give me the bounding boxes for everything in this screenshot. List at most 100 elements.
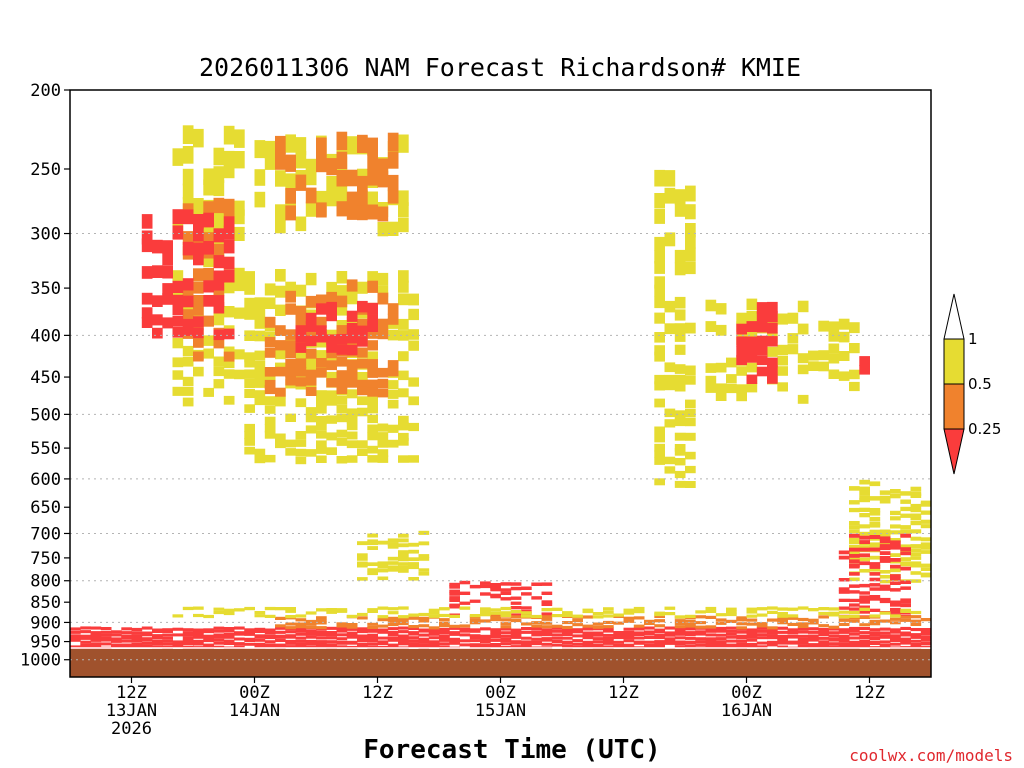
- ri-cell: [80, 630, 91, 634]
- ri-cell: [521, 614, 532, 618]
- ri-cell: [336, 271, 348, 284]
- ri-cell: [408, 377, 419, 387]
- ri-cell: [674, 470, 686, 479]
- ri-cell: [767, 336, 778, 347]
- ri-cell: [787, 614, 799, 618]
- ri-cell: [387, 151, 399, 169]
- ri-cell: [746, 374, 758, 384]
- ri-cell: [357, 372, 368, 382]
- ri-cell: [849, 584, 860, 588]
- ri-cell: [285, 413, 296, 422]
- ri-cell: [592, 643, 604, 647]
- ri-cell: [859, 600, 870, 604]
- ri-cell: [172, 270, 184, 283]
- ri-cell: [428, 611, 440, 615]
- ri-cell: [295, 629, 307, 633]
- x-tick-label: 16JAN: [721, 701, 772, 721]
- ri-cell: [746, 610, 758, 614]
- ri-cell: [418, 643, 430, 647]
- ri-cell: [223, 635, 235, 639]
- ri-cell: [418, 554, 430, 558]
- ri-cell: [193, 214, 204, 229]
- ri-cell: [387, 303, 399, 315]
- ri-cell: [890, 489, 901, 494]
- ri-cell: [275, 630, 286, 634]
- ri-cell: [285, 645, 296, 648]
- ri-cell: [377, 642, 389, 646]
- ri-cell: [357, 386, 368, 396]
- ri-cell: [613, 644, 624, 648]
- ri-cell: [510, 582, 522, 586]
- ri-cell: [223, 639, 235, 643]
- ri-cell: [203, 295, 214, 307]
- ri-cell: [418, 557, 430, 561]
- ri-cell: [316, 644, 327, 648]
- ri-cell: [818, 627, 829, 631]
- ri-cell: [654, 261, 665, 274]
- ri-cell: [510, 601, 522, 605]
- ri-cell: [418, 530, 430, 535]
- ri-cell: [141, 230, 153, 245]
- ri-cell: [182, 285, 194, 298]
- ri-cell: [398, 538, 409, 543]
- ri-cell: [910, 619, 922, 623]
- ri-cell: [387, 329, 399, 341]
- ri-cell: [890, 530, 901, 535]
- ri-cell: [654, 450, 665, 458]
- ri-cell: [305, 619, 317, 624]
- ri-cell: [767, 357, 778, 368]
- ri-cell: [377, 423, 389, 432]
- ri-cell: [398, 626, 409, 630]
- ri-cell: [603, 633, 614, 637]
- ri-cell: [900, 615, 911, 619]
- ri-cell: [654, 374, 665, 385]
- ri-cell: [756, 366, 768, 377]
- ri-cell: [398, 553, 409, 558]
- ri-cell: [500, 639, 512, 642]
- ri-cell: [408, 632, 419, 636]
- ri-cell: [633, 633, 645, 636]
- ri-cell: [398, 270, 409, 283]
- ri-cell: [387, 565, 399, 570]
- ri-cell: [111, 643, 122, 647]
- ri-cell: [172, 225, 184, 240]
- ri-cell: [869, 642, 881, 645]
- ri-cell: [685, 641, 696, 645]
- ri-cell: [367, 368, 378, 378]
- ri-cell: [879, 570, 891, 574]
- ri-cell: [367, 204, 378, 220]
- ri-cell: [920, 502, 932, 507]
- ri-cell: [920, 645, 932, 649]
- ri-cell: [285, 639, 296, 643]
- ri-cell: [193, 635, 204, 639]
- ri-cell: [336, 645, 348, 649]
- ri-cell: [654, 332, 665, 343]
- ri-cell: [674, 627, 686, 631]
- ri-cell: [654, 614, 665, 618]
- ri-cell: [879, 597, 891, 602]
- ri-cell: [162, 265, 173, 279]
- ri-cell: [531, 630, 542, 634]
- ri-cell: [623, 633, 635, 637]
- ri-cell: [603, 607, 614, 611]
- ri-cell: [346, 378, 358, 388]
- ri-cell: [418, 572, 430, 576]
- ri-cell: [603, 625, 614, 629]
- ri-cell: [900, 513, 911, 518]
- ri-cell: [398, 634, 409, 638]
- ri-cell: [162, 630, 173, 634]
- ri-cell: [910, 571, 922, 575]
- ri-cell: [890, 545, 901, 550]
- ri-cell: [316, 440, 327, 449]
- ri-cell: [674, 374, 686, 385]
- ri-cell: [387, 619, 399, 623]
- ri-cell: [70, 645, 81, 649]
- ri-cell: [705, 642, 717, 646]
- ri-cell: [685, 375, 696, 385]
- ri-cell: [449, 582, 460, 587]
- ri-cell: [767, 374, 778, 384]
- ri-cell: [387, 607, 399, 611]
- ri-cell: [869, 496, 881, 501]
- ri-cell: [203, 639, 214, 643]
- ri-cell: [346, 431, 358, 440]
